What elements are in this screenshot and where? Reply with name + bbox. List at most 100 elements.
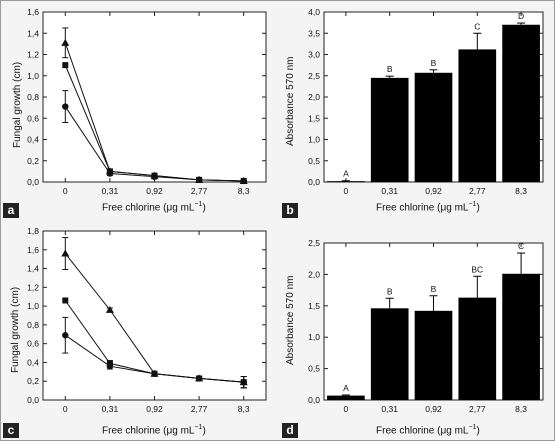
point-circle-a [106, 170, 114, 177]
y-tick-label-d: 1,0 [308, 332, 320, 342]
bar-d [502, 273, 540, 400]
significance-letter-d: B [387, 286, 393, 296]
significance-letter-b: B [431, 58, 437, 68]
y-tick-label-c: 1,4 [27, 264, 39, 274]
y-tick-label-c: 0,0 [27, 395, 39, 405]
panel-a: 0,0 0,2 0,4 0,6 0,8 1,0 1,2 1,4 1,6 0 0,31 0,92 2,77… [0, 0, 277, 220]
x-tick-label-a: 8,3 [238, 186, 250, 196]
x-tick-label-d: 8,3 [515, 404, 527, 414]
x-axis-label-b: Free chlorine (μg mL−1) [376, 201, 480, 213]
y-tick-label-a: 0,0 [27, 177, 39, 187]
y-tick-label-b: 1,5 [308, 113, 320, 123]
point-circle-c [106, 363, 114, 370]
x-axis-label-a: Free chlorine (μg mL−1) [102, 201, 206, 213]
x-axis-label-b-unit: μg mL [440, 202, 469, 214]
y-tick-label-d: 0,5 [308, 364, 320, 374]
y-tick-label-c: 1,0 [27, 301, 39, 311]
y-tick-label-c: 1,2 [27, 282, 39, 292]
point-square-a [62, 62, 69, 69]
bar-d [327, 395, 365, 400]
x-tick-label-c: 0,31 [102, 404, 119, 414]
x-tick-label-b: 0 [344, 186, 349, 196]
panel-tag-a: a [3, 203, 19, 218]
point-triangle-c [61, 249, 70, 257]
point-triangle-c [105, 305, 114, 313]
y-tick-label-a: 0,8 [27, 92, 39, 102]
y-tick-label-d: 1,5 [308, 301, 320, 311]
significance-letter-d: BC [471, 264, 483, 274]
point-circle-a [195, 176, 203, 184]
x-axis-label-a-text: Free chlorine ( [102, 202, 167, 214]
x-axis-label-c-unit: μg mL [166, 425, 195, 437]
significance-letter-d: B [431, 284, 437, 294]
x-tick-label-c: 0 [63, 404, 68, 414]
x-axis-label-b-text: Free chlorine ( [376, 202, 441, 214]
x-axis-label-d-sup: −1 [468, 424, 477, 431]
panel-tag-b: b [282, 203, 298, 218]
bar-b [458, 49, 497, 183]
x-axis-label-a-sup: −1 [194, 201, 203, 208]
x-tick-label-c: 8,3 [238, 404, 250, 414]
y-tick-label-b: 3,0 [308, 50, 320, 60]
y-tick-label-a: 0,6 [27, 113, 39, 123]
bar-d [414, 310, 453, 400]
panel-tag-d: d [282, 423, 298, 438]
y-tick-label-c: 0,4 [27, 357, 39, 367]
x-tick-label-b: 2,77 [469, 186, 486, 196]
chart-a: 0,0 0,2 0,4 0,6 0,8 1,0 1,2 1,4 1,6 0 0,31 0,92 2,77… [27, 7, 267, 196]
y-axis-label-c: Fungal growth (cm) [10, 286, 21, 373]
x-axis-label-d: Free chlorine (μg mL−1) [376, 424, 480, 436]
bar-b [327, 181, 365, 182]
x-axis-label-a-end: ) [202, 202, 206, 214]
panel-b: 0,0 0,5 1,0 1,5 2,0 2,5 3,0 3,5 4,0 0 0,31 0,92 2,77… [277, 0, 555, 220]
significance-letter-b: A [343, 169, 349, 179]
point-circle-a [240, 177, 247, 185]
bar-b [414, 72, 453, 182]
y-tick-label-b: 1,0 [308, 135, 320, 145]
y-tick-label-c: 0,8 [27, 320, 39, 330]
x-tick-label-b: 0,31 [381, 186, 398, 196]
y-tick-label-b: 0,5 [308, 156, 320, 166]
x-axis-label-d-text: Free chlorine ( [376, 425, 441, 437]
y-axis-label-a: Fungal growth (cm) [12, 61, 23, 148]
point-circle-c [151, 370, 158, 377]
x-tick-label-d: 0,31 [381, 404, 398, 414]
bar-d [458, 297, 497, 400]
x-axis-label-c-end: ) [202, 425, 206, 437]
x-axis-label-d-end: ) [476, 425, 480, 437]
point-circle-c [240, 378, 247, 386]
bar-d [370, 308, 409, 400]
y-tick-label-c: 0,6 [27, 339, 39, 349]
x-tick-label-a: 0,31 [102, 186, 119, 196]
y-tick-label-b: 0,0 [308, 177, 320, 187]
x-tick-label-b: 8,3 [515, 186, 527, 196]
x-tick-label-a: 0 [63, 186, 68, 196]
x-axis-label-b-end: ) [476, 202, 480, 214]
plot-area-a [42, 11, 267, 183]
chart-d: 0,0 0,5 1,0 1,5 2,0 2,5 0 0,31 0,92 2,77 8,3 A B B BC C [308, 238, 544, 414]
x-axis-label-a-unit: μg mL [166, 202, 195, 214]
y-tick-label-b: 3,5 [308, 28, 320, 38]
y-tick-label-c: 0,2 [27, 376, 39, 386]
panel-tag-c: c [3, 423, 19, 438]
bar-b [502, 24, 540, 182]
x-axis-label-c-text: Free chlorine ( [102, 425, 167, 437]
y-tick-label-a: 0,2 [27, 156, 39, 166]
point-square-c [62, 297, 69, 304]
x-axis-label-d-unit: μg mL [440, 425, 469, 437]
point-circle-c [195, 375, 203, 382]
chart-b: 0,0 0,5 1,0 1,5 2,0 2,5 3,0 3,5 4,0 0 0,31 0,92 2,77… [308, 7, 544, 196]
x-tick-label-b: 0,92 [425, 186, 442, 196]
y-tick-label-b: 2,5 [308, 71, 320, 81]
y-tick-label-b: 2,0 [308, 92, 320, 102]
x-axis-label-c: Free chlorine (μg mL−1) [102, 424, 206, 436]
x-tick-label-d: 2,77 [469, 404, 486, 414]
x-tick-label-d: 0 [344, 404, 349, 414]
x-axis-label-b-sup: −1 [468, 201, 477, 208]
y-axis-label-b: Absorbance 570 nm [285, 56, 296, 146]
point-circle-a [62, 103, 69, 110]
significance-letter-b: B [387, 64, 393, 74]
x-axis-label-c-sup: −1 [194, 424, 203, 431]
x-tick-label-c: 0,92 [146, 404, 163, 414]
y-tick-label-d: 0,0 [308, 395, 320, 405]
